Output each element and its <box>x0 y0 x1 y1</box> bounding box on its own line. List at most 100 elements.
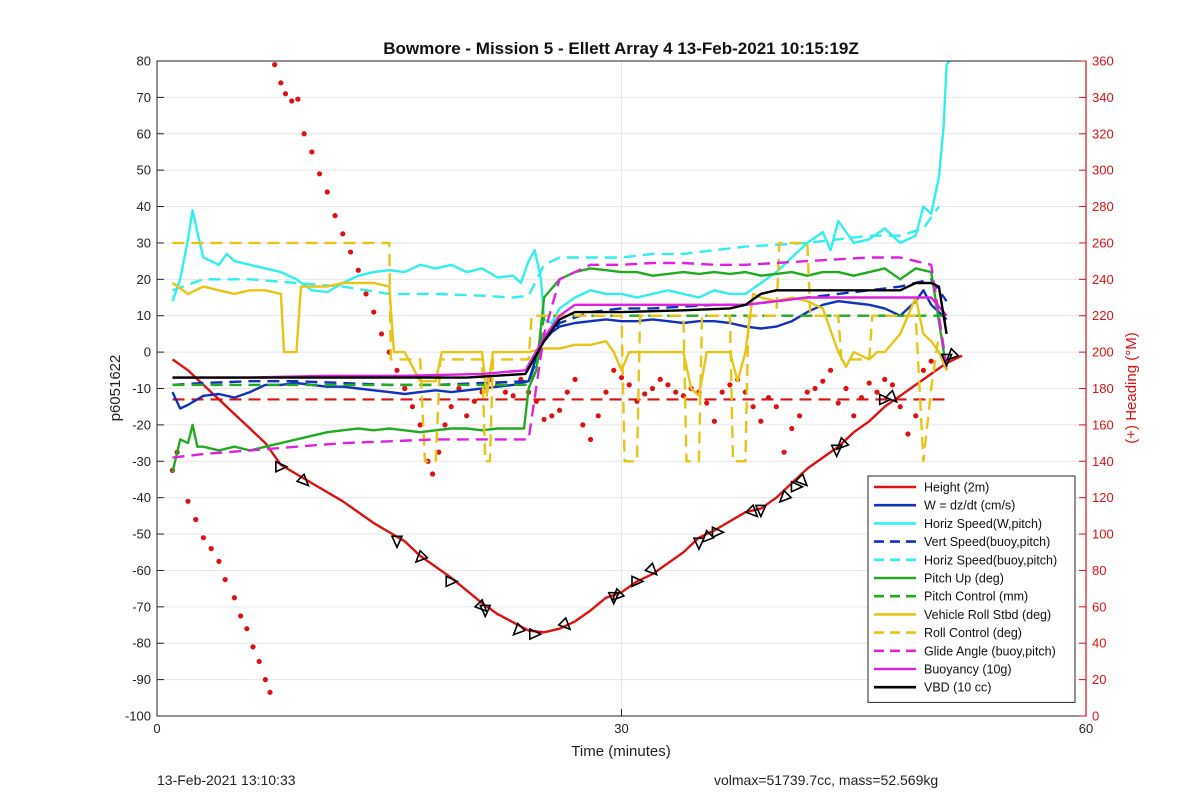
y2-tick-label: 340 <box>1092 90 1114 105</box>
legend-label: VBD (10 cc) <box>924 681 991 695</box>
heading-point <box>711 418 718 424</box>
legend-label: Pitch Control (mm) <box>924 590 1028 604</box>
y-tick-label: 10 <box>137 308 151 323</box>
heading-point <box>920 367 927 373</box>
heading-point <box>727 382 733 388</box>
heading-point <box>394 367 400 373</box>
y-tick-label: -20 <box>132 417 151 432</box>
heading-point <box>231 595 238 601</box>
heading-point <box>874 389 880 395</box>
height-marker <box>794 472 809 487</box>
heading-point <box>789 425 795 432</box>
heading-point <box>905 431 911 437</box>
heading-point <box>347 249 354 255</box>
heading-point <box>208 546 214 552</box>
series-line-0 <box>171 354 963 634</box>
heading-point <box>456 385 462 392</box>
y-tick-label: 0 <box>144 345 151 360</box>
height-marker <box>414 549 429 564</box>
heading-point <box>510 393 516 399</box>
heading-point <box>436 449 442 455</box>
footer-timestamp: 13-Feb-2021 13:10:33 <box>157 772 296 788</box>
legend-label: Glide Angle (buoy,pitch) <box>924 644 1056 658</box>
heading-point <box>781 449 787 455</box>
heading-point <box>642 391 648 397</box>
y-tick-label: -30 <box>132 454 151 469</box>
y-axis: -100-90-80-70-60-50-40-30-20-10010203040… <box>125 54 164 724</box>
heading-point <box>417 422 423 428</box>
height-marker <box>643 561 659 577</box>
height-marker <box>692 537 706 552</box>
heading-point <box>316 171 323 177</box>
height-marker <box>512 621 527 637</box>
y-tick-label: 40 <box>137 199 151 214</box>
y2-tick-label: 260 <box>1092 235 1114 250</box>
heading-point <box>216 558 222 564</box>
y-tick-label: -50 <box>132 527 151 542</box>
heading-point <box>301 131 307 137</box>
y2-tick-label: 40 <box>1092 636 1106 651</box>
x-tick-label: 60 <box>1079 721 1093 736</box>
height-marker <box>479 604 492 619</box>
legend-label: Horiz Speed(W,pitch) <box>924 517 1042 531</box>
height-marker <box>631 575 645 588</box>
heading-point <box>649 385 656 392</box>
heading-point <box>402 385 408 392</box>
y2-tick-label: 360 <box>1092 54 1114 69</box>
heading-point <box>295 96 301 102</box>
heading-point <box>371 309 377 315</box>
heading-point <box>913 413 919 419</box>
series-line-4 <box>172 205 940 299</box>
heading-point <box>835 400 841 406</box>
y2-axis-label: (+) Heading (°M) <box>1123 332 1140 443</box>
series-line-7 <box>171 281 948 397</box>
y-tick-label: 20 <box>137 272 151 287</box>
series-line-10 <box>172 296 948 379</box>
heading-point <box>502 389 508 395</box>
legend-label: Horiz Speed(buoy,pitch) <box>924 553 1057 567</box>
heading-point <box>464 413 470 419</box>
heading-point <box>430 471 436 477</box>
heading-point <box>580 422 586 428</box>
legend-label: Vert Speed(buoy,pitch) <box>924 535 1050 549</box>
legend-label: W = dz/dt (cm/s) <box>924 499 1015 513</box>
height-marker <box>295 472 310 487</box>
y-tick-label: 60 <box>137 126 151 141</box>
heading-point <box>866 380 872 386</box>
y2-tick-label: 20 <box>1092 672 1106 687</box>
heading-point <box>673 389 679 395</box>
y2-tick-label: 220 <box>1092 308 1114 323</box>
series-line-3 <box>172 278 948 387</box>
y-tick-label: 50 <box>137 163 151 178</box>
heading-point <box>704 400 710 406</box>
x-axis: 0 30 60 <box>153 709 1093 736</box>
y2-tick-label: 60 <box>1092 599 1106 614</box>
y2-axis: 0 20 40 60 80 100 120 140 160 180 200 220 240 260 280 3… <box>1079 54 1114 724</box>
heading-point <box>289 98 295 104</box>
heading-point <box>238 613 244 619</box>
height-marker <box>390 535 404 550</box>
heading-point <box>851 413 857 419</box>
heading-point <box>858 394 865 401</box>
y-axis-label: p6051622 <box>107 355 124 422</box>
heading-point <box>719 389 725 395</box>
heading-point <box>262 677 268 683</box>
heading-point <box>556 407 563 413</box>
heading-point <box>611 367 617 373</box>
y-tick-label: -60 <box>132 563 151 578</box>
y-tick-label: -10 <box>132 381 151 396</box>
y2-tick-label: 0 <box>1092 709 1099 724</box>
heading-point <box>882 376 888 383</box>
heading-point <box>889 382 896 388</box>
height-marker <box>790 480 805 493</box>
heading-point <box>332 213 338 219</box>
heading-point <box>533 398 539 404</box>
height-marker <box>528 627 543 641</box>
heading-point <box>796 413 803 419</box>
heading-point <box>843 385 849 392</box>
heading-point <box>282 91 289 97</box>
y-tick-label: 80 <box>137 54 151 69</box>
heading-point <box>409 404 416 410</box>
height-marker <box>711 525 726 539</box>
heading-point <box>309 149 315 155</box>
